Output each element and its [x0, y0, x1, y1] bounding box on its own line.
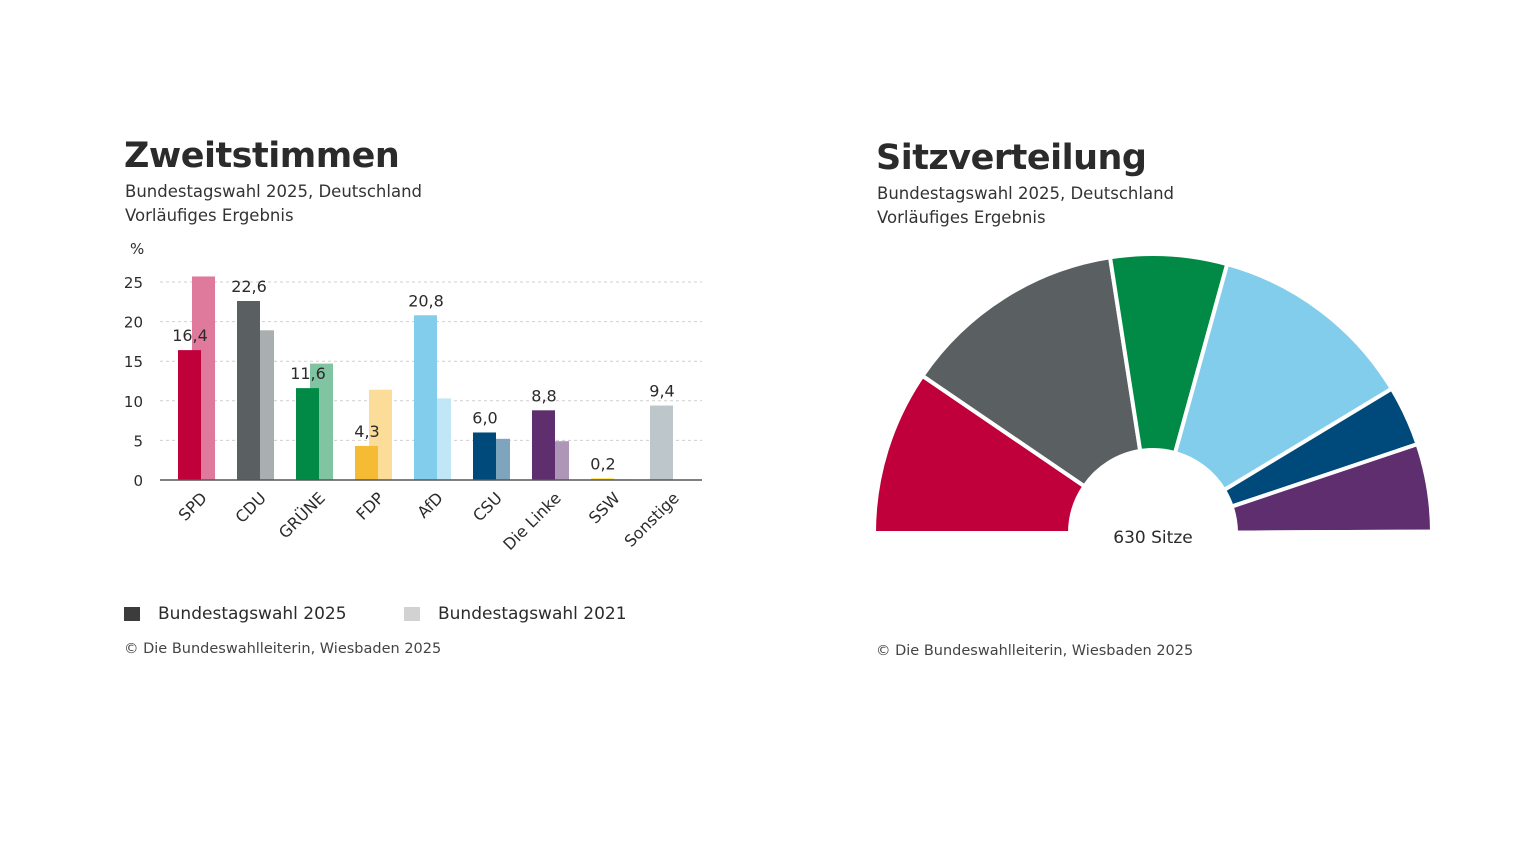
x-tick-label: SSW	[585, 488, 624, 527]
bar-marks	[178, 276, 673, 480]
seats-subtitle: Bundestagswahl 2025, Deutschland Vorläuf…	[877, 182, 1174, 230]
bar-value-label: 20,8	[408, 291, 444, 310]
bar-value-label: 11,6	[290, 364, 326, 383]
votes-subtitle: Bundestagswahl 2025, Deutschland Vorläuf…	[125, 180, 422, 228]
y-tick-labels: 0 5 10 15 20 25	[124, 274, 143, 490]
y-tick-label: 20	[124, 314, 143, 332]
bar-2025	[650, 405, 673, 480]
seats-panel: Sitzverteilung Bundestagswahl 2025, Deut…	[768, 0, 1536, 864]
bar-2025	[532, 410, 555, 480]
bar-value-label: 16,4	[172, 326, 208, 345]
seats-subtitle-line2: Vorläufiges Ergebnis	[877, 208, 1046, 227]
seats-title: Sitzverteilung	[876, 138, 1147, 178]
bar-value-label: 8,8	[531, 386, 556, 405]
x-tick-label: FDP	[352, 488, 388, 524]
y-tick-label: 5	[133, 432, 143, 450]
seat-slice-spd	[871, 373, 1088, 535]
legend-item-2021: Bundestagswahl 2021	[404, 604, 627, 624]
seat-slice-ssw	[1233, 529, 1435, 535]
y-tick-label: 0	[133, 472, 143, 490]
seat-total-label: 630 Sitze	[1113, 528, 1192, 548]
seats-subtitle-line1: Bundestagswahl 2025, Deutschland	[877, 184, 1175, 203]
bar-value-label: 6,0	[472, 408, 497, 427]
y-axis-unit: %	[130, 240, 144, 258]
x-tick-label: CDU	[232, 488, 270, 526]
bar-2025	[296, 388, 319, 480]
legend-label-2021: Bundestagswahl 2021	[438, 604, 627, 624]
votes-title: Zweitstimmen	[124, 136, 400, 176]
x-tick-label: GRÜNE	[275, 488, 329, 542]
seat-slices	[871, 252, 1435, 535]
bar-value-label: 9,4	[649, 382, 674, 401]
legend-label-2025: Bundestagswahl 2025	[158, 604, 347, 624]
x-tick-label: Die Linke	[499, 488, 565, 554]
seat-slice-cdu	[919, 255, 1143, 490]
seats-credit: © Die Bundeswahlleiterin, Wiesbaden 2025	[876, 643, 1194, 659]
votes-panel: Zweitstimmen Bundestagswahl 2025, Deutsc…	[124, 136, 702, 657]
y-tick-label: 10	[124, 393, 143, 411]
x-tick-label: SPD	[175, 488, 211, 524]
seat-slice-afd	[1172, 261, 1395, 493]
bar-2025	[591, 478, 614, 480]
legend-item-2025: Bundestagswahl 2025	[124, 604, 347, 624]
x-tick-label: Sonstige	[621, 488, 683, 550]
bar-2025	[355, 445, 378, 480]
bar-value-label: 4,3	[354, 422, 379, 441]
votes-subtitle-line1: Bundestagswahl 2025, Deutschland	[125, 182, 423, 201]
legend-swatch-2025	[124, 607, 140, 621]
votes-bar-chart: % 0 5 10 15 20 25 16,4 22,6 11,6 4,3 20,8 6,0 8,8 0,…	[124, 240, 702, 554]
y-tick-label: 15	[124, 353, 143, 371]
seat-distribution-chart: 630 Sitze	[871, 252, 1435, 548]
votes-credit: © Die Bundeswahlleiterin, Wiesbaden 2025	[124, 641, 442, 657]
x-tick-label: AfD	[413, 488, 446, 521]
bar-value-label: 22,6	[231, 277, 267, 296]
bar-value-label: 0,2	[590, 454, 615, 473]
bar-2025	[237, 301, 260, 480]
legend-swatch-2021	[404, 607, 420, 621]
bar-2025	[178, 350, 201, 480]
bar-2025	[473, 432, 496, 480]
votes-subtitle-line2: Vorläufiges Ergebnis	[125, 206, 294, 225]
bar-2025	[414, 315, 437, 480]
y-tick-label: 25	[124, 274, 143, 292]
bar-value-labels: 16,4 22,6 11,6 4,3 20,8 6,0 8,8 0,2 9,4	[172, 277, 675, 473]
x-tick-label: CSU	[469, 488, 506, 525]
